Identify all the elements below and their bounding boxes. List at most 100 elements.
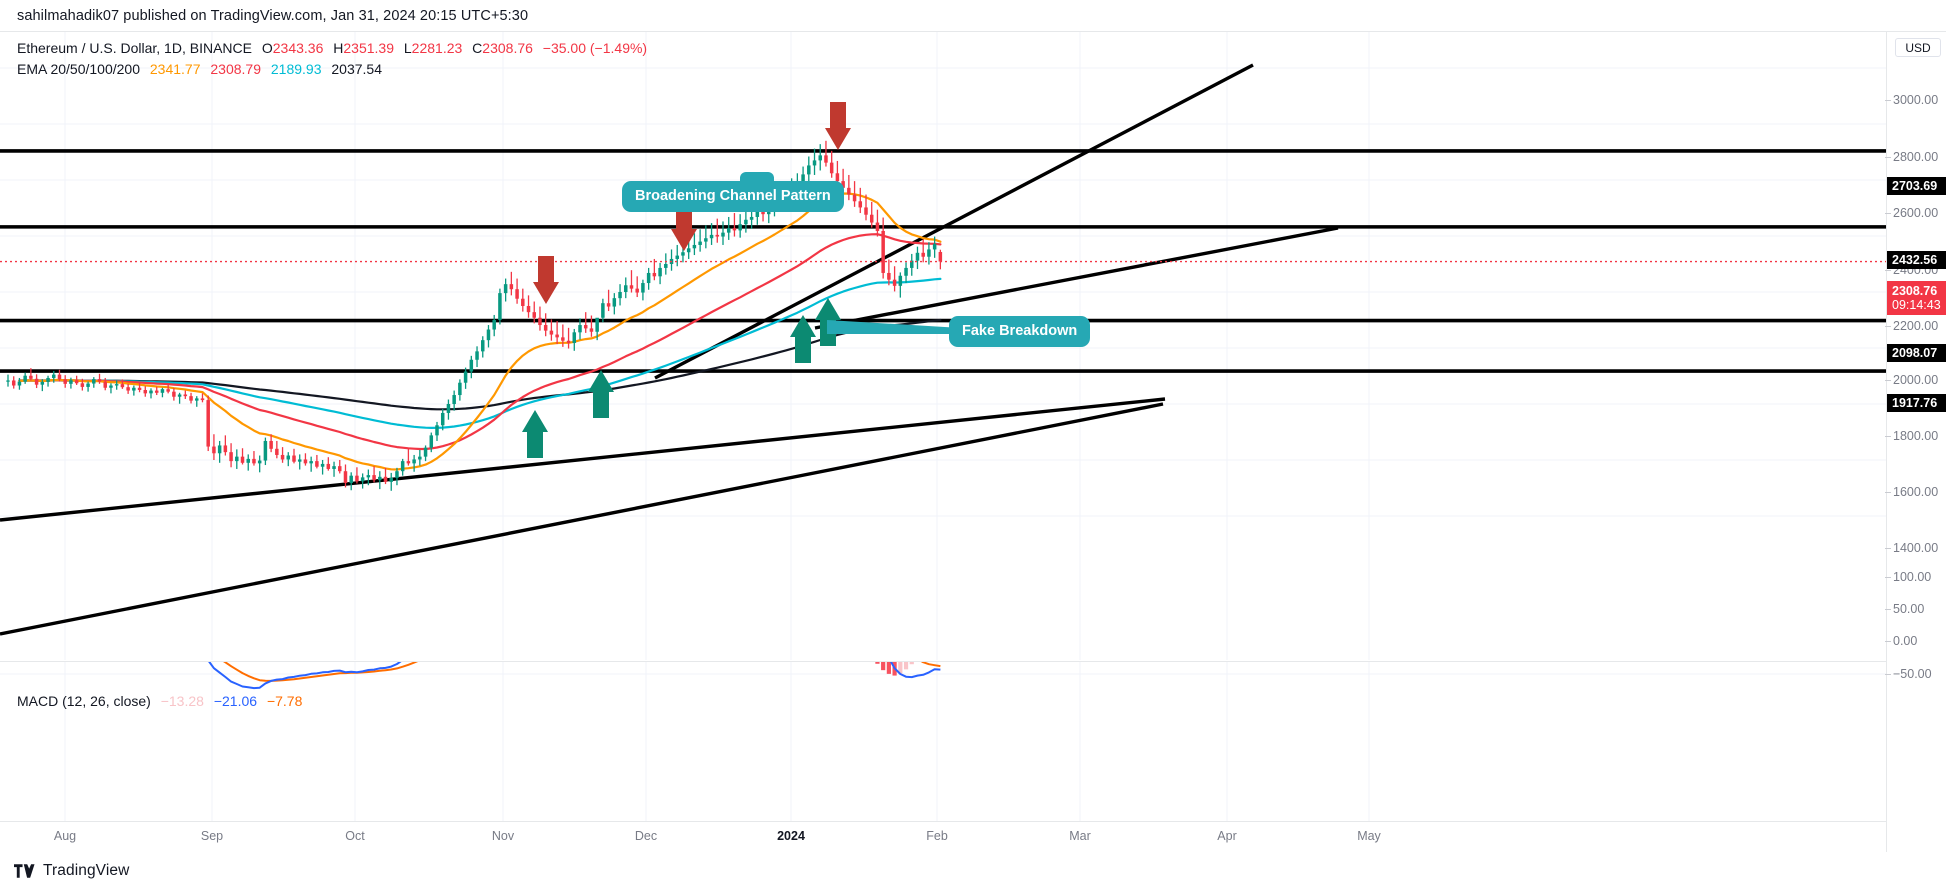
macd-line: [208, 662, 941, 690]
published-banner: sahilmahadik07 published on TradingView.…: [0, 0, 1946, 32]
price-scale-tick-label: 2000.00: [1893, 373, 1939, 387]
macd-scale-tick: 50.00: [1885, 602, 1925, 616]
macd-title[interactable]: MACD (12, 26, close): [17, 693, 151, 709]
price-scale-tick-label: 1800.00: [1893, 429, 1939, 443]
ema-title[interactable]: EMA 20/50/100/200: [17, 61, 140, 77]
tradingview-logo: TradingView: [14, 862, 129, 880]
price-scale-tick-label: 2600.00: [1893, 206, 1939, 220]
ema20-line: [18, 192, 942, 471]
ohlc-high-value: 2351.39: [343, 40, 394, 56]
macd-signal-line: [223, 662, 941, 682]
ema50-line: [18, 233, 942, 451]
price-scale-tick-label: 2800.00: [1893, 150, 1939, 164]
candlestick-series[interactable]: [6, 140, 943, 491]
price-level-badge[interactable]: 1917.76: [1887, 394, 1946, 412]
time-axis-label: Feb: [926, 829, 948, 843]
ema50-value: 2308.79: [210, 61, 261, 77]
currency-unit-label: USD: [1905, 40, 1931, 55]
chart-frame: Ethereum / U.S. Dollar, 1D, BINANCE O234…: [0, 32, 1946, 852]
sell-signal-arrow[interactable]: [671, 203, 697, 251]
ema100-value: 2189.93: [270, 61, 322, 77]
price-scale-tick-label: 2200.00: [1893, 319, 1939, 333]
macd-signal-value: −7.78: [266, 693, 303, 709]
trend-line[interactable]: [0, 397, 1166, 522]
ohlc-close-label: C: [472, 40, 483, 56]
macd-scale-tick-label: −50.00: [1893, 667, 1932, 681]
macd-scale-tick: −50.00: [1885, 667, 1932, 681]
macd-scale-tick: 0.00: [1885, 634, 1918, 648]
trend-line[interactable]: [0, 402, 1164, 636]
price-scale-tick-label: 1600.00: [1893, 485, 1939, 499]
current-price-value: 2308.76: [1892, 284, 1938, 298]
annotation-label: Fake Breakdown: [962, 323, 1078, 339]
annotation-fake-breakdown[interactable]: Fake Breakdown: [949, 316, 1091, 347]
buy-signal-arrow[interactable]: [790, 315, 816, 363]
ohlc-low-label: L: [403, 40, 412, 56]
price-legend-ema: EMA 20/50/100/200 2341.77 2308.79 2189.9…: [17, 59, 653, 79]
macd-line-value: −21.06: [213, 693, 258, 709]
currency-unit-badge[interactable]: USD: [1895, 38, 1941, 57]
time-axis-label: Aug: [53, 829, 77, 843]
symbol-title[interactable]: Ethereum / U.S. Dollar, 1D, BINANCE: [17, 40, 252, 56]
time-axis-label: Oct: [345, 829, 365, 843]
macd-histogram-value: −13.28: [160, 693, 204, 709]
price-level-badge[interactable]: 2432.56: [1887, 251, 1946, 269]
ema200-value: 2037.54: [331, 61, 382, 77]
price-legend-ohlc: Ethereum / U.S. Dollar, 1D, BINANCE O234…: [17, 38, 653, 58]
price-chart-canvas[interactable]: [0, 32, 1886, 660]
time-axis-label: Apr: [1217, 829, 1237, 843]
price-scale-tick: 1400.00: [1885, 541, 1939, 555]
price-scale-tick: 1600.00: [1885, 485, 1939, 499]
price-level-badge[interactable]: 2703.69: [1887, 177, 1946, 195]
macd-pane[interactable]: [0, 661, 1886, 821]
trend-line[interactable]: [654, 63, 1254, 380]
time-axis-label: 2024: [777, 829, 805, 843]
ema100-line: [18, 277, 942, 429]
tradingview-wordmark: TradingView: [43, 862, 130, 879]
price-scale-tick: 3000.00: [1885, 93, 1939, 107]
macd-scale-tick-label: 100.00: [1893, 570, 1932, 584]
annotation-label: Broadening Channel Pattern: [635, 188, 831, 204]
buy-signal-arrow[interactable]: [588, 370, 614, 418]
time-axis-label: Nov: [491, 829, 515, 843]
published-text: sahilmahadik07 published on TradingView.…: [17, 7, 529, 24]
bar-countdown: 09:14:43: [1892, 298, 1941, 312]
ema20-value: 2341.77: [149, 61, 201, 77]
time-axis-label: May: [1357, 829, 1381, 843]
price-scale-tick-label: 3000.00: [1893, 93, 1939, 107]
macd-chart-canvas[interactable]: [0, 662, 1886, 821]
tradingview-mark-icon: [14, 864, 36, 878]
macd-scale-tick: 100.00: [1885, 570, 1932, 584]
ohlc-high-label: H: [333, 40, 344, 56]
price-scale-tick: 2000.00: [1885, 373, 1939, 387]
price-legend: Ethereum / U.S. Dollar, 1D, BINANCE O234…: [17, 38, 653, 79]
horizontal-levels[interactable]: [0, 149, 1886, 373]
ohlc-close-value: 2308.76: [482, 40, 533, 56]
trend-lines[interactable]: [0, 63, 1339, 636]
macd-scale-tick-label: 0.00: [1893, 634, 1918, 648]
trend-line[interactable]: [814, 226, 1339, 330]
macd-scale-tick-label: 50.00: [1893, 602, 1925, 616]
time-axis-label: Dec: [634, 829, 658, 843]
time-axis-label: Mar: [1069, 829, 1091, 843]
buy-signal-arrow[interactable]: [522, 410, 548, 458]
sell-signal-arrow[interactable]: [825, 102, 851, 150]
time-axis[interactable]: Aug Sep Oct Nov Dec 2024 Feb Mar Apr May: [0, 821, 1886, 852]
time-axis-label: Sep: [200, 829, 224, 843]
ohlc-open-value: 2343.36: [272, 40, 324, 56]
price-scale-tick: 2600.00: [1885, 206, 1939, 220]
price-pane[interactable]: [0, 32, 1886, 660]
price-level-badge[interactable]: 2098.07: [1887, 344, 1946, 362]
ohlc-open-label: O: [261, 40, 273, 56]
price-scale[interactable]: USD 3000.00 2800.00 2600.00 2400.00 2200.00 2…: [1885, 32, 1946, 852]
sell-signal-arrow[interactable]: [533, 256, 559, 304]
annotation-broadening-channel-pattern[interactable]: Broadening Channel Pattern: [622, 181, 844, 212]
current-price-badge[interactable]: 2308.76 09:14:43: [1887, 281, 1946, 315]
ohlc-change-value: −35.00 (−1.49%): [542, 40, 648, 56]
price-scale-tick: 1800.00: [1885, 429, 1939, 443]
ohlc-low-value: 2281.23: [411, 40, 463, 56]
macd-legend: MACD (12, 26, close) −13.28 −21.06 −7.78: [17, 693, 308, 709]
price-scale-tick: 2800.00: [1885, 150, 1939, 164]
price-scale-tick-label: 1400.00: [1893, 541, 1939, 555]
